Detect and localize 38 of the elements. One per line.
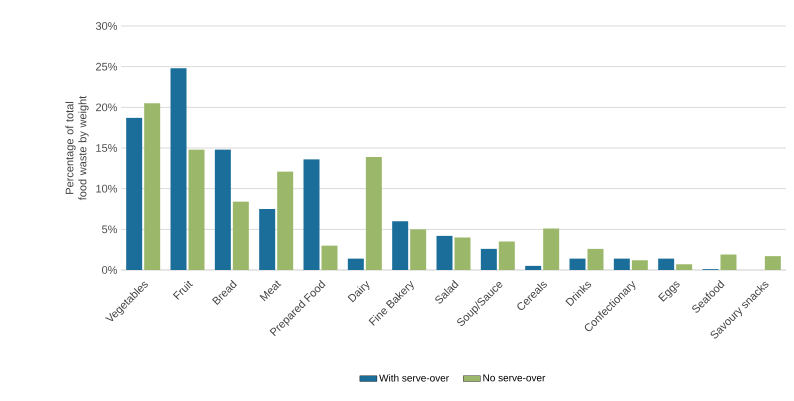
bar (614, 258, 630, 270)
bar (436, 236, 453, 270)
bar (454, 237, 471, 270)
y-tick-label: 0% (102, 266, 118, 274)
bar (498, 242, 515, 270)
y-axis-title: Percentage of total food waste by weight (65, 96, 89, 200)
bar (214, 150, 231, 270)
legend-label: With serve-over (379, 374, 449, 382)
bar (232, 202, 249, 270)
y-tick-label: 15% (96, 144, 118, 152)
bar (126, 118, 142, 270)
y-tick-label: 25% (96, 62, 118, 71)
bar (277, 172, 294, 270)
bar (588, 248, 604, 270)
bar (144, 103, 160, 270)
bar (658, 258, 674, 270)
bar (410, 229, 426, 270)
bar (322, 246, 338, 270)
bar (392, 221, 408, 270)
y-tick-label: 10% (96, 184, 118, 193)
bar (525, 266, 542, 270)
bar (632, 260, 648, 270)
bar (570, 258, 586, 270)
bar (304, 159, 320, 270)
bar (676, 264, 692, 270)
legend-label: No serve-over (483, 374, 546, 382)
bar (720, 254, 736, 270)
bar (764, 256, 781, 270)
bar (348, 258, 364, 270)
y-tick-label: 5% (102, 225, 118, 234)
bar (366, 156, 382, 270)
y-tick-label: 30% (96, 22, 118, 30)
y-tick-label: 20% (96, 103, 118, 112)
bar (543, 228, 560, 270)
bar (188, 150, 205, 270)
bar (259, 208, 276, 270)
bar (480, 248, 497, 270)
bar (170, 68, 187, 270)
